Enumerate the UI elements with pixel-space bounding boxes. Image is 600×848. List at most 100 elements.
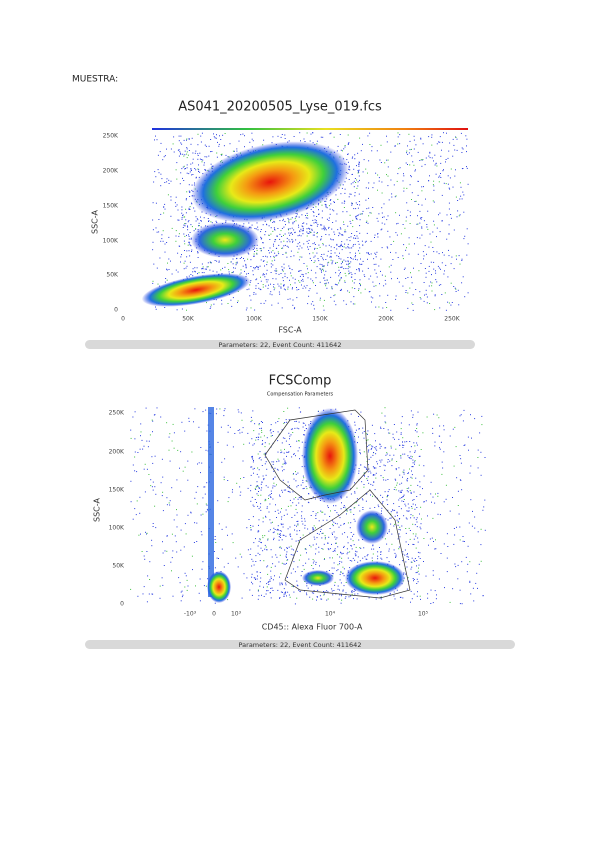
event-dot	[270, 587, 272, 589]
event-dot	[425, 276, 427, 278]
event-dot	[435, 270, 436, 272]
event-dot	[429, 152, 431, 154]
event-dot	[405, 292, 407, 293]
event-dot	[262, 284, 264, 286]
event-dot	[428, 285, 430, 287]
event-dot	[435, 548, 437, 550]
event-dot	[413, 139, 415, 141]
section-label: MUESTRA:	[72, 75, 118, 85]
event-dot	[279, 238, 281, 240]
event-dot	[460, 186, 462, 188]
event-dot	[200, 447, 202, 448]
event-dot	[323, 558, 325, 560]
event-dot	[435, 598, 437, 600]
event-dot	[381, 596, 382, 598]
event-dot	[276, 556, 278, 558]
event-dot	[382, 477, 384, 479]
event-dot	[187, 514, 189, 516]
event-dot	[308, 239, 310, 241]
event-dot	[334, 522, 336, 524]
event-dot	[283, 422, 285, 424]
event-dot	[339, 245, 341, 247]
event-dot	[349, 252, 351, 254]
event-dot	[308, 227, 310, 229]
event-dot	[155, 135, 156, 137]
event-dot	[187, 244, 189, 246]
event-dot	[174, 535, 176, 537]
event-dot	[439, 447, 440, 449]
event-dot	[257, 436, 259, 438]
event-dot	[186, 589, 188, 591]
event-dot	[463, 541, 465, 542]
event-dot	[385, 479, 387, 481]
event-dot	[279, 597, 280, 599]
event-dot	[384, 223, 386, 225]
event-dot	[449, 435, 451, 437]
event-dot	[364, 241, 366, 243]
event-dot	[412, 309, 414, 311]
event-dot	[266, 586, 268, 588]
event-dot	[328, 226, 330, 228]
event-dot	[140, 435, 141, 437]
event-dot	[277, 525, 279, 527]
event-dot	[275, 255, 277, 257]
event-dot	[249, 554, 251, 555]
event-dot	[186, 579, 188, 581]
event-dot	[197, 463, 198, 465]
event-dot	[409, 211, 411, 213]
event-dot	[250, 421, 252, 423]
event-dot	[297, 566, 299, 568]
event-dot	[322, 243, 324, 244]
event-dot	[309, 228, 311, 230]
event-dot	[263, 586, 264, 588]
event-dot	[460, 479, 462, 481]
event-dot	[257, 530, 259, 532]
event-dot	[193, 421, 194, 423]
event-dot	[262, 422, 263, 423]
event-dot	[409, 140, 411, 142]
event-dot	[277, 533, 279, 535]
event-dot	[302, 523, 304, 525]
event-dot	[186, 164, 188, 166]
event-dot	[264, 463, 266, 465]
event-dot	[449, 188, 451, 190]
event-dot	[438, 578, 440, 580]
event-dot	[371, 447, 373, 449]
event-dot	[283, 563, 285, 565]
event-dot	[278, 536, 280, 538]
event-dot	[448, 249, 449, 251]
event-dot	[196, 522, 198, 524]
event-dot	[265, 255, 267, 257]
event-dot	[173, 519, 175, 521]
event-dot	[284, 437, 286, 439]
event-dot	[195, 177, 197, 179]
event-dot	[248, 442, 250, 444]
event-dot	[415, 519, 417, 521]
event-dot	[183, 139, 185, 141]
event-dot	[376, 497, 378, 499]
event-dot	[368, 197, 369, 199]
event-dot	[366, 478, 368, 480]
event-dot	[309, 288, 311, 290]
event-dot	[130, 437, 132, 439]
event-dot	[373, 548, 375, 550]
event-dot	[336, 542, 337, 544]
event-dot	[239, 258, 241, 259]
event-dot	[319, 297, 321, 299]
event-dot	[286, 513, 288, 515]
event-dot	[389, 593, 391, 595]
event-dot	[312, 527, 314, 529]
event-dot	[140, 423, 142, 425]
event-dot	[348, 596, 350, 598]
event-dot	[171, 487, 173, 489]
event-dot	[181, 143, 183, 145]
event-dot	[420, 523, 422, 525]
event-dot	[198, 222, 200, 224]
event-dot	[286, 562, 287, 564]
event-dot	[415, 477, 417, 479]
event-dot	[385, 302, 387, 303]
event-dot	[445, 498, 447, 500]
event-dot	[332, 260, 334, 262]
event-dot	[340, 582, 342, 584]
event-dot	[357, 152, 359, 154]
